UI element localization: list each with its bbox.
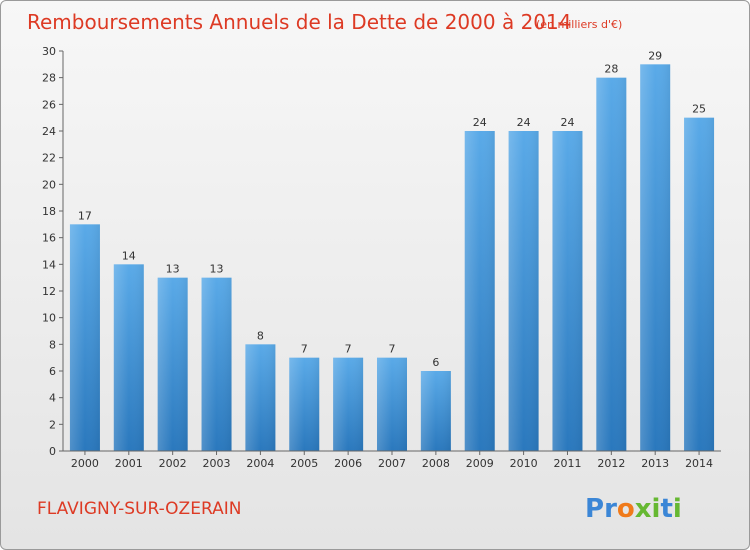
bar-shine-2014 (684, 117, 715, 452)
logo-letter-4: i (652, 494, 661, 524)
value-label-2010: 24 (517, 116, 531, 129)
y-tick-label-12: 12 (42, 285, 56, 298)
city-name: FLAVIGNY-SUR-OZERAIN (37, 499, 241, 519)
bar-shine-2007 (377, 357, 407, 451)
value-label-2006: 7 (345, 343, 352, 356)
x-tick-label-2007: 2007 (378, 457, 406, 470)
x-tick-label-2008: 2008 (422, 457, 450, 470)
x-tick-label-2000: 2000 (71, 457, 99, 470)
x-axis: 2000 2001 2002 2003 2004 2005 2006 2007 2008 2009… (63, 450, 721, 470)
bars-group (69, 64, 715, 452)
y-tick-label-4: 4 (49, 392, 56, 405)
x-tick-label-2012: 2012 (597, 457, 625, 470)
logo-letter-5: t (660, 494, 672, 524)
x-tick-label-2014: 2014 (685, 457, 713, 470)
bar-shine-2000 (69, 224, 100, 451)
x-tick-label-2005: 2005 (290, 457, 318, 470)
y-tick-label-18: 18 (42, 205, 56, 218)
bar-shine-2013 (640, 64, 671, 452)
y-tick-label-2: 2 (49, 418, 56, 431)
proxiti-logo: Proxiti (585, 494, 682, 524)
logo-letter-1: r (604, 494, 617, 524)
y-tick-label-14: 14 (42, 258, 56, 271)
value-label-2011: 24 (560, 116, 574, 129)
value-label-2013: 29 (648, 49, 662, 62)
value-label-2002: 13 (166, 263, 180, 276)
bar-shine-2004 (245, 344, 276, 451)
bar-shine-2011 (552, 131, 583, 451)
bar-shine-2001 (113, 264, 144, 451)
value-labels-group: 17 14 13 13 8 7 7 7 6 24 24 24 28 29 25 (78, 49, 706, 369)
value-label-2012: 28 (604, 63, 618, 76)
x-tick-label-2004: 2004 (246, 457, 274, 470)
bar-shine-2003 (201, 277, 232, 451)
value-label-2007: 7 (389, 343, 396, 356)
bar-shine-2010 (508, 131, 539, 451)
value-label-2000: 17 (78, 209, 92, 222)
y-tick-label-10: 10 (42, 312, 56, 325)
x-tick-label-2002: 2002 (159, 457, 187, 470)
bar-shine-2005 (289, 357, 320, 451)
chart-subtitle: (en milliers d'€) (536, 18, 622, 31)
logo-letter-3: x (635, 494, 652, 524)
y-tick-label-6: 6 (49, 365, 56, 378)
x-tick-label-2009: 2009 (466, 457, 494, 470)
x-tick-label-2013: 2013 (641, 457, 669, 470)
value-label-2014: 25 (692, 103, 706, 116)
y-tick-label-26: 26 (42, 98, 56, 111)
logo-letter-0: P (585, 494, 604, 524)
value-label-2003: 13 (210, 263, 224, 276)
x-tick-label-2006: 2006 (334, 457, 362, 470)
value-label-2004: 8 (257, 329, 264, 342)
x-tick-label-2011: 2011 (553, 457, 581, 470)
y-tick-label-8: 8 (49, 338, 56, 351)
logo-letter-6: i (673, 494, 682, 524)
value-label-2005: 7 (301, 343, 308, 356)
y-tick-label-30: 30 (42, 45, 56, 58)
bar-shine-2008 (420, 371, 451, 451)
bar-shine-2012 (596, 77, 627, 452)
x-tick-label-2003: 2003 (203, 457, 231, 470)
x-tick-label-2001: 2001 (115, 457, 143, 470)
chart-title: Remboursements Annuels de la Dette de 20… (27, 10, 571, 34)
x-tick-label-2010: 2010 (510, 457, 538, 470)
logo-letter-2: o (617, 494, 635, 524)
value-label-2008: 6 (432, 356, 439, 369)
y-tick-label-20: 20 (42, 178, 56, 191)
y-tick-label-28: 28 (42, 72, 56, 85)
y-tick-label-22: 22 (42, 152, 56, 165)
bar-shine-2002 (157, 277, 188, 451)
y-tick-label-16: 16 (42, 232, 56, 245)
value-label-2001: 14 (122, 249, 136, 262)
bar-shine-2006 (333, 357, 364, 451)
bar-shine-2009 (464, 131, 495, 451)
value-label-2009: 24 (473, 116, 487, 129)
y-tick-label-24: 24 (42, 125, 56, 138)
y-tick-label-0: 0 (49, 445, 56, 458)
